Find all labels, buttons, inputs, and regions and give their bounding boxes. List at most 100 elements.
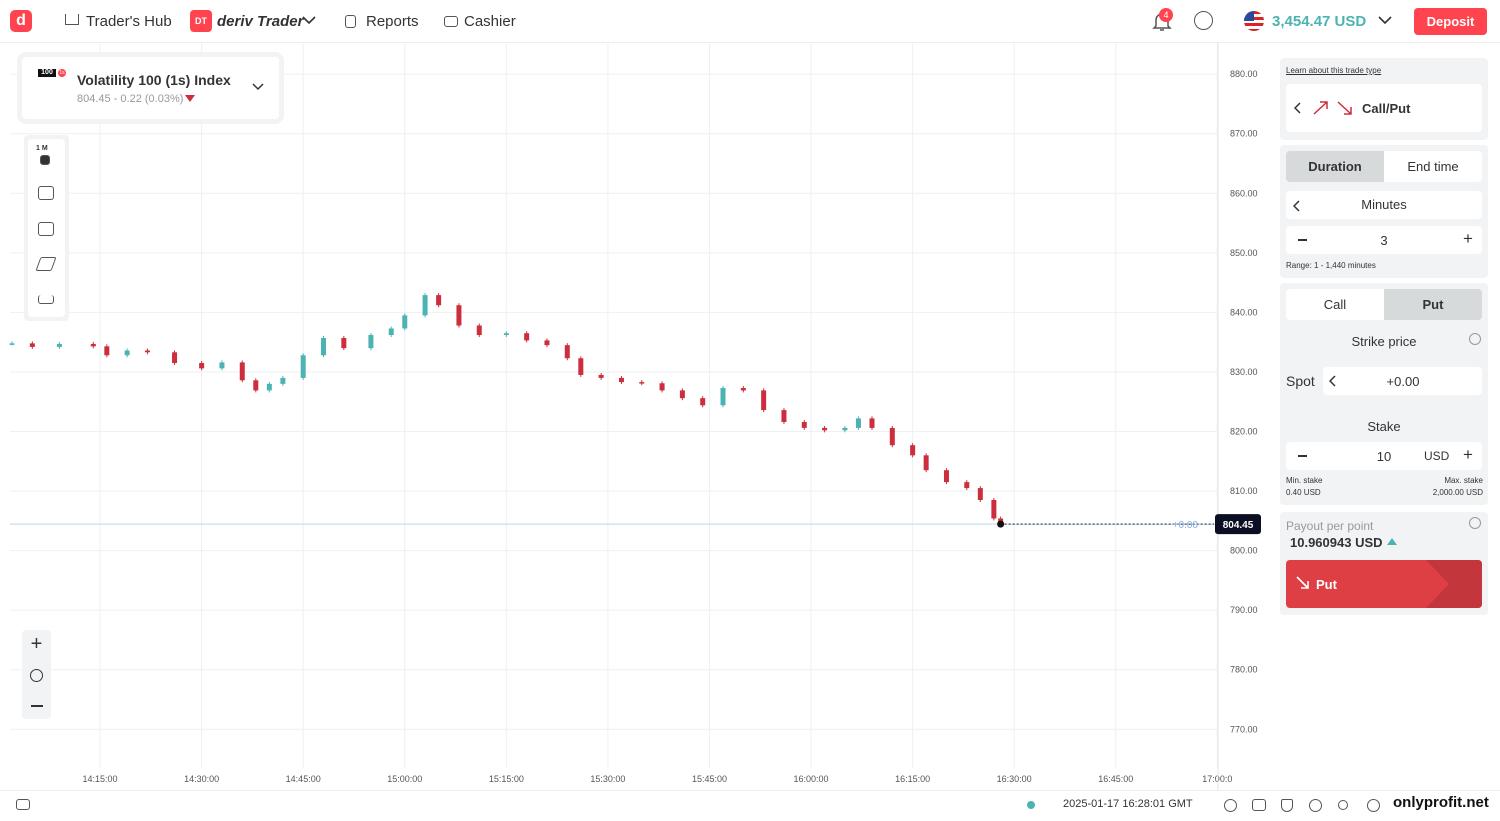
y-tick-label: 780.00	[1230, 665, 1258, 675]
duration-input[interactable]: 3 +	[1286, 226, 1482, 254]
contract-section: Call Put Strike price Spot +0.00 Stake 1…	[1280, 283, 1488, 505]
learn-link[interactable]: Learn about this trade type	[1286, 66, 1382, 75]
x-tick-label: 14:45:00	[286, 774, 321, 784]
call-tab[interactable]: Call	[1286, 289, 1384, 320]
trade-type-selector[interactable]: Call/Put	[1286, 84, 1482, 132]
connection-status	[1027, 801, 1035, 809]
settings-icon[interactable]	[1309, 799, 1322, 812]
brand-chevron[interactable]	[302, 15, 316, 25]
duration-increment[interactable]: +	[1463, 229, 1473, 248]
responsible-icon[interactable]	[1281, 799, 1293, 812]
payout-info[interactable]	[1469, 517, 1481, 529]
drawing-icon[interactable]	[35, 257, 57, 271]
candle-body	[801, 421, 807, 428]
candle-body	[991, 499, 997, 519]
unit-chevron[interactable]	[1293, 200, 1301, 212]
chart-toolbar: 1 M	[24, 135, 69, 321]
put-purchase-button[interactable]: Put	[1286, 560, 1482, 608]
payout-up-arrow	[1387, 538, 1397, 545]
duration-unit[interactable]: Minutes	[1286, 191, 1482, 219]
stake-increment[interactable]: +	[1463, 445, 1473, 464]
profile-icon[interactable]	[1194, 11, 1213, 30]
x-tick-label: 15:45:00	[692, 774, 727, 784]
spot-input[interactable]: +0.00	[1323, 367, 1482, 395]
stake-decrement[interactable]	[1298, 455, 1307, 457]
y-tick-label: 830.00	[1230, 367, 1258, 377]
y-tick-label: 790.00	[1230, 605, 1258, 615]
candle-body	[56, 343, 62, 347]
candle-body	[564, 345, 570, 359]
y-tick-label: 870.00	[1230, 129, 1258, 139]
traders-hub-link[interactable]: Trader's Hub	[86, 13, 172, 30]
candle-body	[199, 363, 205, 369]
instrument-name: Volatility 100 (1s) Index	[77, 72, 231, 88]
candle-body	[842, 427, 848, 431]
current-price-label: 804.45	[1223, 520, 1254, 531]
candle-body	[436, 295, 442, 306]
chat-icon[interactable]	[1252, 799, 1266, 811]
candle-body	[544, 340, 550, 346]
reset-zoom[interactable]	[30, 669, 43, 682]
stake-input[interactable]: 10 USD +	[1286, 442, 1482, 470]
theme-icon[interactable]	[1338, 800, 1348, 810]
account-balance[interactable]: 3,454.47 USD	[1272, 13, 1367, 30]
server-time: 2025-01-17 16:28:01 GMT	[1063, 798, 1193, 810]
header: d Trader's Hub DT deriv Trader Reports C…	[0, 0, 1500, 43]
chart-type-icon[interactable]	[40, 155, 50, 165]
zoom-out[interactable]	[31, 705, 43, 707]
instrument-chevron	[252, 83, 264, 91]
candle-body	[598, 374, 604, 378]
reports-link[interactable]: Reports	[366, 13, 419, 30]
duration-decrement[interactable]	[1298, 239, 1307, 241]
deposit-button[interactable]: Deposit	[1414, 8, 1487, 35]
candle-body	[639, 382, 645, 384]
x-tick-label: 14:30:00	[184, 774, 219, 784]
stake-label: Stake	[1367, 419, 1401, 434]
spot-label: Spot	[1286, 373, 1315, 389]
price-chart: 880.00 870.00 860.00 850.00 840.00 830.00 820.…	[9, 42, 1261, 790]
indicators-icon[interactable]	[38, 186, 54, 200]
candle-body	[855, 418, 861, 428]
duration-tab[interactable]: Duration	[1286, 151, 1384, 182]
put-tab[interactable]: Put	[1384, 289, 1482, 320]
strike-info[interactable]	[1469, 333, 1481, 345]
y-tick-label: 850.00	[1230, 248, 1258, 258]
back-chevron	[1294, 102, 1301, 114]
brand[interactable]: deriv Trader	[217, 13, 304, 30]
download-icon[interactable]	[38, 295, 54, 304]
positions-icon[interactable]	[16, 799, 30, 810]
duration-unit-text: Minutes	[1361, 197, 1407, 212]
max-stake: 2,000.00 USD	[1432, 488, 1483, 497]
cashier-link[interactable]: Cashier	[464, 13, 516, 30]
barrier-label: +0.00	[1173, 520, 1199, 531]
candle-body	[29, 343, 35, 347]
y-tick-label: 840.00	[1230, 307, 1258, 317]
candle-body	[253, 380, 259, 391]
watermark: onlyprofit.net	[1393, 794, 1489, 811]
instrument-selector[interactable]: 100 1s Volatility 100 (1s) Index 804.45 …	[22, 57, 279, 119]
logo[interactable]: d	[10, 10, 32, 32]
zoom-in[interactable]: +	[30, 633, 43, 655]
spot-value: +0.00	[1386, 374, 1420, 389]
candle-body	[524, 333, 530, 341]
interval-label[interactable]: 1 M	[36, 145, 48, 152]
put-icon	[1296, 576, 1309, 589]
instrument-quote: 804.45 - 0.22 (0.03%)	[77, 93, 184, 105]
candle-body	[964, 482, 970, 489]
templates-icon[interactable]	[38, 222, 54, 236]
whatsapp-icon[interactable]	[1224, 799, 1237, 812]
end-time-tab[interactable]: End time	[1384, 151, 1482, 182]
candle-body	[476, 325, 482, 336]
account-chevron[interactable]	[1378, 15, 1392, 25]
help-icon[interactable]	[1367, 799, 1380, 812]
candle-body	[578, 358, 584, 375]
candle-body	[679, 390, 685, 399]
footer: 2025-01-17 16:28:01 GMT onlyprofit.net	[0, 790, 1500, 821]
stake-value: 10	[1376, 449, 1392, 464]
spot-chevron[interactable]	[1329, 375, 1337, 387]
y-tick-label: 860.00	[1230, 188, 1258, 198]
x-tick-label: 16:15:00	[895, 774, 930, 784]
stake-currency: USD	[1424, 449, 1450, 463]
x-tick-label: 17:00:0	[1202, 774, 1232, 784]
candle-body	[761, 390, 767, 411]
